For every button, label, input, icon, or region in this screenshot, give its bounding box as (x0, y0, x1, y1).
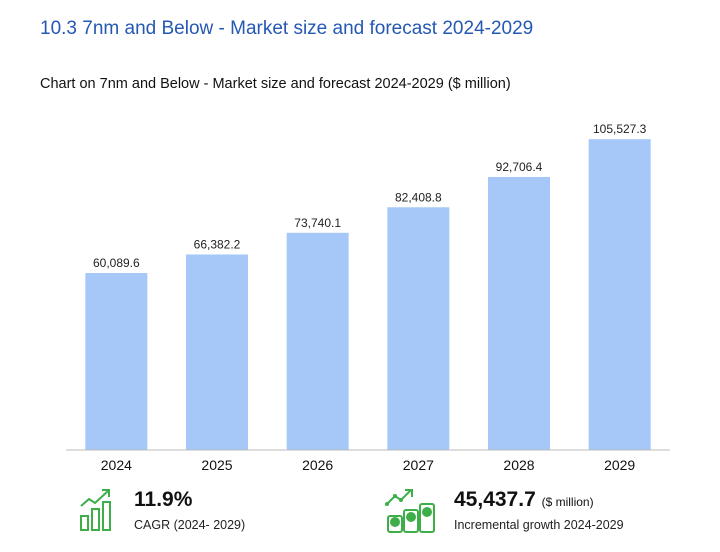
section-title: 10.3 7nm and Below - Market size and for… (40, 18, 534, 39)
bar-2029 (588, 139, 651, 450)
cagr-label: CAGR (2024- 2029) (134, 518, 246, 532)
x-tick-2029: 2029 (604, 457, 635, 473)
x-tick-2025: 2025 (201, 457, 232, 473)
incremental-growth-unit: ($ million) (541, 495, 594, 509)
incremental-growth-label: Incremental growth 2024-2029 (454, 518, 624, 532)
bar-growth-icon (80, 489, 111, 531)
cagr-value: 11.9% (134, 488, 193, 511)
bar-2025 (186, 254, 248, 450)
money-growth-icon (385, 489, 435, 533)
x-tick-2027: 2027 (403, 457, 434, 473)
incremental-growth-number: 45,437.7 (454, 488, 536, 511)
bar-2028 (488, 176, 550, 451)
x-tick-2024: 2024 (101, 457, 132, 473)
bar-2026 (286, 232, 349, 450)
data-label-2025: 66,382.2 (194, 237, 241, 251)
data-label-2027: 82,408.8 (395, 190, 442, 204)
data-label-2028: 92,706.4 (496, 160, 543, 174)
data-label-2029: 105,527.3 (593, 122, 647, 136)
chart-title: Chart on 7nm and Below - Market size and… (40, 76, 511, 92)
data-label-2026: 73,740.1 (294, 216, 341, 230)
incremental-growth-value: 45,437.7 ($ million) (454, 488, 594, 512)
bar-2027 (387, 207, 450, 450)
bar-2024 (85, 273, 148, 450)
x-tick-2026: 2026 (302, 457, 333, 473)
x-tick-2028: 2028 (503, 457, 534, 473)
bar-chart: 60,089.6 2024 66,382.2 2025 73,740.1 2026 82,4… (66, 122, 670, 473)
data-label-2024: 60,089.6 (93, 256, 140, 270)
